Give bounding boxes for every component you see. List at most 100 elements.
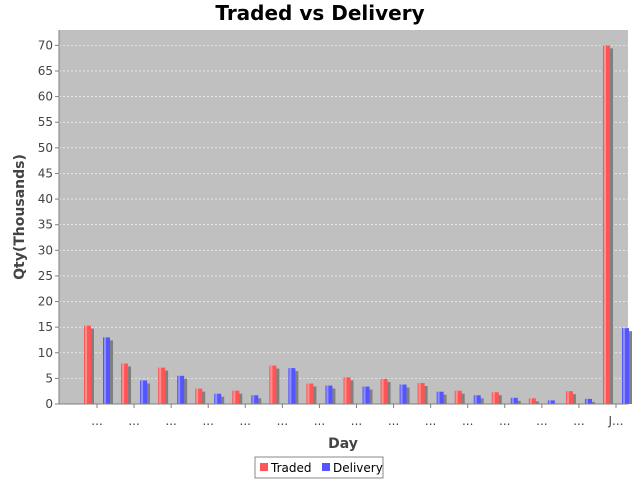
x-tick-label: ... (202, 414, 213, 428)
x-tick-label: ... (277, 414, 288, 428)
bar-highlight (344, 377, 347, 404)
bar-highlight (363, 386, 366, 404)
bar-highlight (566, 391, 569, 404)
bar-traded (380, 378, 388, 404)
bar-delivery (140, 380, 148, 404)
bar-delivery (288, 368, 296, 404)
bar-delivery (547, 400, 555, 404)
bar-traded (454, 390, 462, 404)
legend: Traded Delivery (254, 456, 384, 479)
bar-delivery (399, 384, 407, 404)
bar-delivery (325, 385, 333, 404)
bar-highlight (233, 390, 236, 404)
bar-highlight (492, 392, 495, 404)
bar-traded (306, 383, 314, 404)
bar-traded (232, 390, 240, 404)
bar-delivery (362, 386, 370, 404)
x-tick-label: ... (351, 414, 362, 428)
x-tick-label: ... (240, 414, 251, 428)
bar-traded (343, 377, 351, 404)
bar-highlight (122, 363, 125, 404)
y-axis-ticks: 0 5 10 15 20 25 30 35 40 45 50 55 60 65 70 (38, 38, 59, 411)
bar-traded (158, 367, 166, 404)
bar-traded (195, 388, 203, 404)
bar-delivery (177, 375, 185, 404)
y-tick-label: 0 (45, 397, 53, 411)
y-tick-label: 40 (38, 192, 53, 206)
bar-highlight (381, 378, 384, 404)
bar-delivery (622, 328, 629, 404)
y-tick-label: 10 (38, 346, 53, 360)
legend-swatch-traded (260, 463, 268, 471)
x-tick-label: ... (462, 414, 473, 428)
y-tick-label: 50 (38, 141, 53, 155)
chart-title: Traded vs Delivery (215, 1, 424, 25)
bar-highlight (548, 400, 551, 404)
bar-delivery (214, 393, 222, 404)
x-tick-label: ... (314, 414, 325, 428)
y-tick-label: 55 (38, 115, 53, 129)
bar-highlight (252, 395, 255, 404)
y-tick-label: 65 (38, 64, 53, 78)
bar-traded (121, 363, 129, 404)
bar-highlight (196, 388, 199, 404)
bar-traded (269, 365, 277, 404)
x-axis-ticks: ........................................… (91, 404, 623, 428)
legend-box (254, 456, 384, 479)
x-tick-label: ... (425, 414, 436, 428)
legend-swatch-delivery (322, 463, 330, 471)
x-tick-label: ... (536, 414, 547, 428)
bar-highlight (529, 398, 532, 404)
bar-traded (417, 382, 425, 404)
bar-highlight (474, 395, 477, 404)
y-tick-label: 30 (38, 243, 53, 257)
bar-highlight (418, 382, 421, 404)
bars (84, 45, 632, 404)
bar-delivery (473, 395, 481, 404)
x-tick-label: ... (91, 414, 102, 428)
x-tick-label: ... (165, 414, 176, 428)
x-axis-label: Day (328, 436, 358, 452)
x-tick-label: ... (128, 414, 139, 428)
x-tick-label: ... (499, 414, 510, 428)
bar-traded (84, 325, 91, 404)
legend-label-delivery: Delivery (333, 461, 383, 475)
y-tick-label: 60 (38, 90, 53, 104)
bar-highlight (400, 384, 403, 404)
bar-highlight (215, 393, 218, 404)
bar-traded (528, 398, 536, 404)
x-tick-label: ... (388, 414, 399, 428)
bar-delivery (103, 337, 110, 404)
x-tick-label: ... (573, 414, 584, 428)
y-tick-label: 20 (38, 295, 53, 309)
gridlines (59, 45, 628, 379)
bar-delivery (584, 398, 592, 404)
bar-highlight (437, 391, 440, 404)
y-tick-label: 70 (38, 38, 53, 52)
bar-traded (491, 392, 499, 404)
y-tick-label: 35 (38, 218, 53, 232)
bar-highlight (141, 380, 144, 404)
y-tick-label: 45 (38, 166, 53, 180)
x-tick-label: J... (608, 414, 624, 428)
bar-highlight (585, 398, 588, 404)
y-axis-label: Qty(Thousands) (12, 154, 28, 280)
bar-highlight (289, 368, 292, 404)
y-tick-label: 25 (38, 269, 53, 283)
plot-area (59, 30, 628, 404)
bar-highlight (159, 367, 162, 404)
bar-highlight (604, 45, 606, 404)
bar-traded (565, 391, 573, 404)
bar-highlight (178, 375, 181, 404)
bar-highlight (104, 337, 106, 404)
bar-delivery (251, 395, 259, 404)
legend-label-traded: Traded (270, 461, 311, 475)
bar-highlight (623, 328, 625, 404)
bar-delivery (510, 397, 518, 404)
bar-traded (603, 45, 610, 404)
bar-highlight (85, 325, 87, 404)
bar-delivery (436, 391, 444, 404)
bar-highlight (307, 383, 310, 404)
bar-highlight (270, 365, 273, 404)
